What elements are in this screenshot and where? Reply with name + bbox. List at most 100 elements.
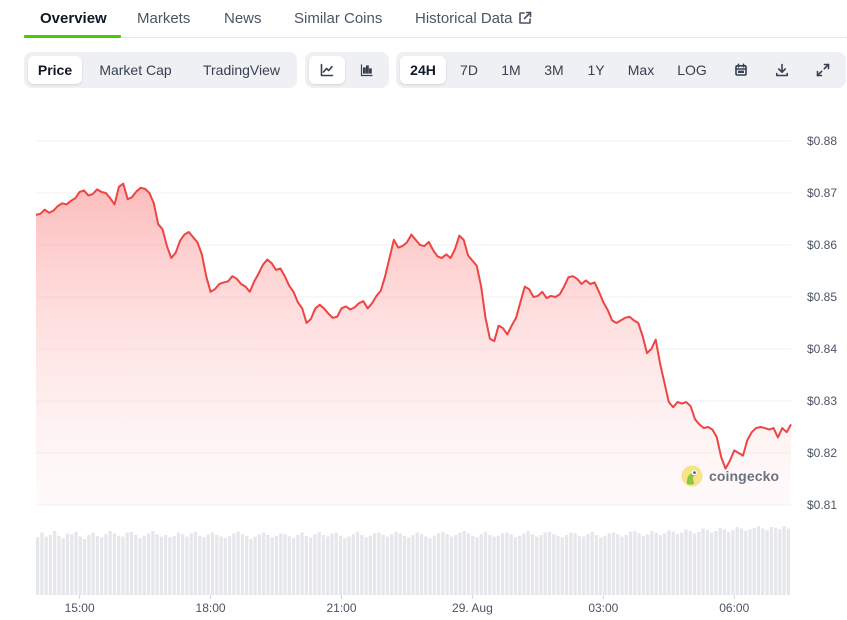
active-tab-indicator [24, 35, 121, 38]
volume-bar [70, 534, 74, 595]
x-tick-label: 06:00 [719, 601, 749, 615]
volume-bar [394, 531, 398, 595]
volume-bar [402, 535, 407, 595]
tab-similar-coins[interactable]: Similar Coins [294, 10, 383, 27]
range-1m-button[interactable]: 1M [501, 62, 521, 78]
volume-bar [522, 533, 526, 595]
price-button[interactable]: Price [28, 56, 82, 84]
volume-bar [483, 531, 488, 595]
volume-bar [343, 538, 347, 595]
volume-bar [172, 535, 176, 595]
volume-bar [321, 535, 326, 595]
volume-bar [624, 535, 628, 595]
range-1y-button[interactable]: 1Y [587, 62, 605, 78]
market-cap-button[interactable]: Market Cap [99, 62, 172, 78]
volume-bar [176, 532, 181, 595]
volume-bar [752, 527, 756, 595]
volume-bar [151, 531, 155, 595]
volume-bar [475, 537, 479, 595]
volume-bar [692, 533, 697, 595]
volume-bar [44, 536, 48, 595]
volume-bar [547, 531, 552, 595]
coin-tabs: Overview Markets News Similar Coins Hist… [24, 0, 847, 38]
volume-bar [761, 528, 765, 595]
volume-bar [240, 534, 245, 595]
volume-bar [611, 532, 616, 595]
calendar-icon [735, 63, 747, 76]
volume-bar [586, 534, 590, 595]
volume-bar [262, 532, 266, 595]
watermark-text: coingecko [709, 468, 780, 484]
external-link-icon [518, 11, 531, 24]
volume-bar [351, 534, 355, 595]
volume-bar [112, 533, 117, 595]
y-tick-label: $0.83 [807, 394, 837, 408]
tab-news[interactable]: News [224, 10, 262, 27]
volume-bar [458, 532, 462, 595]
fullscreen-icon [816, 63, 830, 77]
volume-bar [317, 531, 321, 595]
volume-bar [146, 533, 151, 595]
y-tick-label: $0.81 [807, 498, 837, 512]
volume-bar [185, 536, 189, 595]
tab-overview[interactable]: Overview [40, 10, 107, 27]
candlestick-chart-icon [360, 64, 373, 77]
volume-bar [53, 531, 57, 595]
tradingview-button[interactable]: TradingView [202, 62, 281, 78]
y-tick-label: $0.82 [807, 446, 837, 460]
volume-bar [206, 534, 210, 595]
volume-bar [40, 532, 44, 595]
volume-bar [714, 531, 718, 595]
volume-bar [236, 531, 240, 595]
calendar-button[interactable] [724, 56, 758, 84]
range-max-button[interactable]: Max [627, 62, 655, 78]
volume-bar [556, 535, 560, 595]
volume-bar [530, 534, 535, 595]
x-tick-label: 29. Aug [452, 601, 493, 615]
volume-bar [445, 534, 449, 595]
y-tick-label: $0.84 [807, 342, 837, 356]
gecko-logo-icon [681, 465, 703, 487]
volume-bar [202, 537, 206, 595]
price-chart[interactable]: $0.88 $0.87 $0.86 $0.85 $0.84 $0.83 $0.82 $0.81… [0, 100, 847, 620]
volume-bar [95, 535, 99, 595]
volume-bar [684, 529, 688, 595]
volume-bar [304, 535, 308, 595]
range-24h-button[interactable]: 24H [400, 56, 446, 84]
volume-bar [432, 535, 436, 595]
chart-type-group: Price Market Cap TradingView [24, 52, 297, 88]
volume-bar [650, 531, 654, 595]
price-line [35, 182, 792, 470]
volume-bar [61, 538, 65, 595]
volume-bar [368, 535, 372, 595]
download-button[interactable] [765, 56, 799, 84]
range-3m-button[interactable]: 3M [544, 62, 564, 78]
volume-bar [641, 535, 645, 595]
volume-bar [535, 536, 539, 595]
volume-bar [117, 535, 121, 595]
volume-bar [603, 535, 607, 595]
volume-bar [607, 533, 611, 595]
volume-bar [300, 532, 304, 595]
volume-bar [159, 536, 163, 595]
fullscreen-button[interactable] [806, 56, 840, 84]
volume-bar [513, 537, 518, 595]
log-scale-button[interactable]: LOG [677, 62, 707, 78]
volume-bar [181, 534, 185, 595]
tab-markets[interactable]: Markets [137, 10, 191, 27]
candlestick-chart-button[interactable] [349, 56, 385, 84]
volume-bar [663, 533, 667, 595]
volume-bar [138, 538, 142, 595]
volume-bar [688, 531, 692, 595]
volume-bar [74, 531, 78, 595]
x-tick-label: 21:00 [326, 601, 356, 615]
volume-bar [78, 536, 82, 595]
volume-bar [87, 535, 91, 595]
x-tick-label: 03:00 [588, 601, 618, 615]
tab-historical-data[interactable]: Historical Data [415, 10, 532, 27]
line-chart-button[interactable] [309, 56, 345, 84]
range-7d-button[interactable]: 7D [460, 62, 478, 78]
volume-bar [168, 537, 172, 595]
volume-bar [36, 537, 40, 595]
volume-bar [778, 529, 782, 595]
